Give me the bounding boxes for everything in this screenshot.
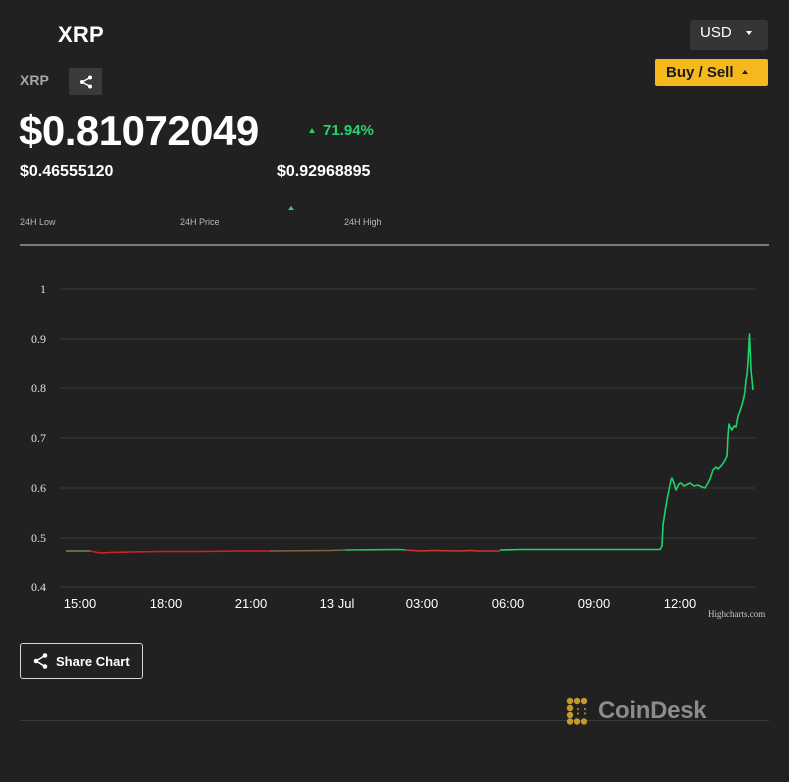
svg-text:0.5: 0.5 — [31, 531, 46, 545]
24h-high-label: 24H High — [344, 217, 382, 227]
highcharts-credit[interactable]: Highcharts.com — [708, 609, 765, 619]
up-arrow-icon — [309, 128, 315, 133]
svg-text:1: 1 — [40, 282, 46, 296]
24h-price-label: 24H Price — [180, 217, 220, 227]
24h-low-label: 24H Low — [20, 217, 56, 227]
x-axis-labels: 15:00 18:00 21:00 13 Jul 03:00 06:00 09:… — [64, 596, 697, 611]
svg-text:21:00: 21:00 — [235, 596, 268, 611]
svg-text:0.9: 0.9 — [31, 332, 46, 346]
svg-text:0.6: 0.6 — [31, 481, 46, 495]
svg-text:12:00: 12:00 — [664, 596, 697, 611]
svg-text:13 Jul: 13 Jul — [320, 596, 355, 611]
svg-text:06:00: 06:00 — [492, 596, 525, 611]
coindesk-logo: CoinDesk — [566, 697, 707, 725]
price-line — [66, 333, 754, 554]
asset-ticker: XRP — [20, 72, 49, 88]
price-change-pct: 71.94% — [323, 122, 374, 139]
caret-up-icon — [742, 70, 748, 74]
currency-label: USD — [700, 24, 732, 41]
24h-low-value: $0.46555120 — [20, 163, 114, 180]
buy-sell-button[interactable]: Buy / Sell — [655, 59, 768, 86]
svg-text:18:00: 18:00 — [150, 596, 183, 611]
footer-divider — [20, 720, 769, 721]
svg-text:15:00: 15:00 — [64, 596, 97, 611]
currency-select[interactable]: USD — [690, 20, 768, 50]
svg-text:09:00: 09:00 — [578, 596, 611, 611]
price-change: 71.94% — [309, 122, 374, 139]
share-icon — [33, 653, 48, 669]
range-bar — [20, 244, 769, 246]
buy-sell-label: Buy / Sell — [666, 64, 734, 81]
svg-text:0.8: 0.8 — [31, 381, 46, 395]
brand-name: CoinDesk — [598, 697, 707, 724]
24h-high-value: $0.92968895 — [277, 163, 371, 180]
svg-text:03:00: 03:00 — [406, 596, 439, 611]
coindesk-logo-icon — [566, 697, 588, 725]
price-chart[interactable]: 1 0.9 0.8 0.7 0.6 0.5 0.4 15:00 18:00 21… — [0, 270, 789, 625]
share-icon — [79, 75, 92, 88]
share-chart-label: Share Chart — [56, 654, 130, 669]
grid-lines — [60, 288, 755, 588]
asset-title: XRP — [58, 22, 104, 47]
current-price: $0.81072049 — [19, 107, 259, 154]
svg-text:0.4: 0.4 — [31, 580, 46, 594]
svg-text:0.7: 0.7 — [31, 431, 46, 445]
price-position-marker-icon — [288, 206, 294, 210]
share-button[interactable] — [69, 68, 102, 95]
share-chart-button[interactable]: Share Chart — [20, 643, 143, 679]
y-axis-labels: 1 0.9 0.8 0.7 0.6 0.5 0.4 — [31, 282, 46, 594]
caret-down-icon — [746, 31, 752, 35]
